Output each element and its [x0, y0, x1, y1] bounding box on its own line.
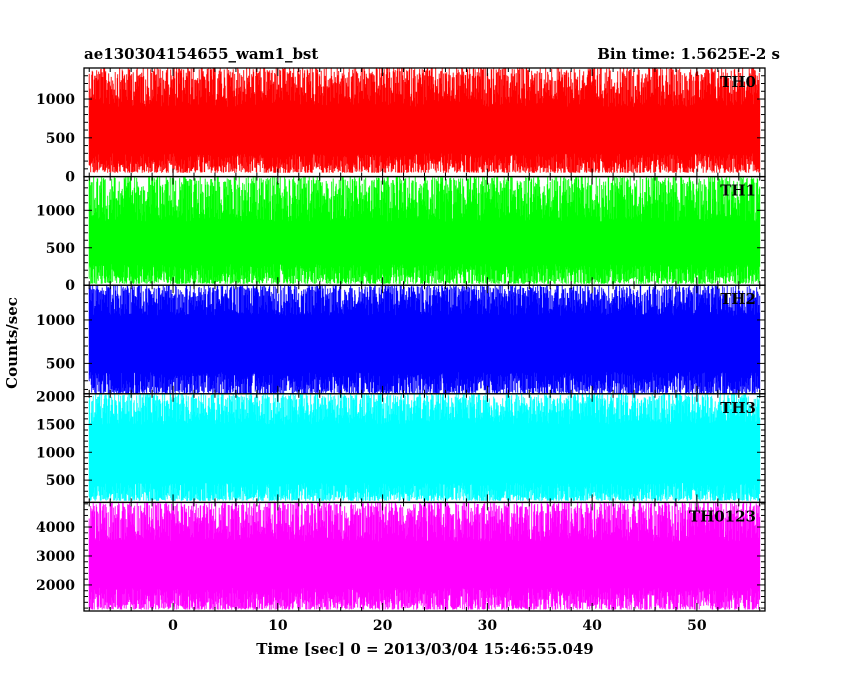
- panel-th3: 500 1000 1500 2000 TH3: [36, 390, 766, 504]
- y-tick-label: 500: [46, 131, 75, 147]
- y-tick-label: 1000: [36, 313, 75, 329]
- series-line-th0: [88, 68, 761, 173]
- y-tick-label: 1000: [36, 92, 75, 108]
- y-tick-label: 500: [46, 473, 75, 489]
- series-line-th3: [88, 393, 761, 501]
- x-tick-label: 10: [268, 618, 288, 634]
- y-tick-label: 500: [46, 356, 75, 372]
- series-line-th0123: [88, 502, 761, 610]
- y-tick-label: 500: [46, 241, 75, 257]
- x-axis-label: Time [sec] 0 = 2013/03/04 15:46:55.049: [256, 640, 593, 658]
- y-tick-label: 2000: [36, 390, 75, 406]
- panel-label-th0: TH0: [720, 73, 756, 91]
- panel-th0: 0 500 1000 TH0: [36, 67, 766, 186]
- x-tick-label: 30: [478, 618, 498, 634]
- panel-th2: 500 1000 TH2: [36, 284, 766, 395]
- y-axis-label: Counts/sec: [3, 297, 21, 389]
- plot-title-right: Bin time: 1.5625E-2 s: [597, 45, 780, 63]
- panel-th0123: 2000 3000 4000 TH0123 0 10 20 30 40 50: [36, 501, 766, 634]
- y-tick-label: 4000: [36, 520, 75, 536]
- x-tick-label: 20: [373, 618, 393, 634]
- y-tick-label: 0: [65, 170, 75, 186]
- y-tick-label: 1000: [36, 203, 75, 219]
- panel-label-th3: TH3: [720, 399, 756, 417]
- panel-label-th1: TH1: [720, 182, 756, 200]
- y-tick-label: 2000: [36, 578, 75, 594]
- x-tick-label: 40: [582, 618, 602, 634]
- series-line-th1: [88, 176, 761, 284]
- x-tick-label: 50: [687, 618, 707, 634]
- panel-th1: 0 500 1000 TH1: [36, 175, 766, 294]
- panels-group: 05001000TH005001000TH15001000TH250010001…: [36, 67, 766, 634]
- y-tick-label: 3000: [36, 549, 75, 565]
- plot-title-left: ae130304154655_wam1_bst: [84, 45, 318, 63]
- x-tick-label: 0: [168, 618, 178, 634]
- y-tick-label: 1000: [36, 445, 75, 461]
- series-line-th2: [88, 285, 761, 394]
- panel-label-th2: TH2: [720, 290, 756, 308]
- panel-label-th0123: TH0123: [689, 507, 756, 525]
- y-tick-label: 0: [65, 278, 75, 294]
- y-tick-label: 1500: [36, 417, 75, 433]
